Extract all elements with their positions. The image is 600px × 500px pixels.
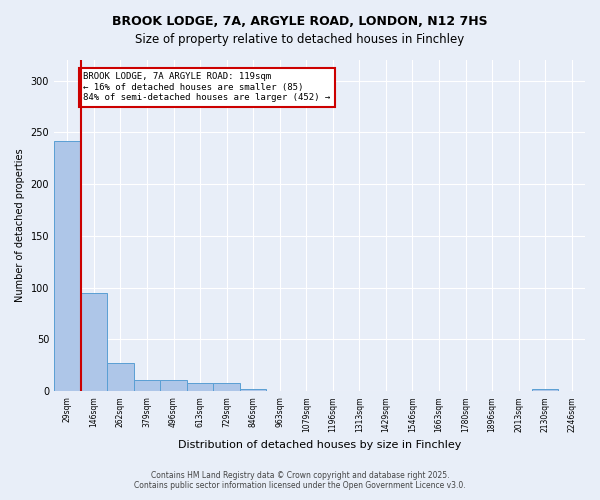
Text: Size of property relative to detached houses in Finchley: Size of property relative to detached ho… [136,32,464,46]
Text: BROOK LODGE, 7A, ARGYLE ROAD, LONDON, N12 7HS: BROOK LODGE, 7A, ARGYLE ROAD, LONDON, N1… [112,15,488,28]
Bar [240,389,266,391]
Text: Contains HM Land Registry data © Crown copyright and database right 2025.
Contai: Contains HM Land Registry data © Crown c… [134,470,466,490]
Text: BROOK LODGE, 7A ARGYLE ROAD: 119sqm
← 16% of detached houses are smaller (85)
84: BROOK LODGE, 7A ARGYLE ROAD: 119sqm ← 16… [83,72,331,102]
Bar [80,293,107,391]
X-axis label: Distribution of detached houses by size in Finchley: Distribution of detached houses by size … [178,440,461,450]
Bar [54,140,80,391]
Bar [134,380,160,391]
Bar [160,380,187,391]
Bar [214,383,240,391]
Bar [187,383,214,391]
Y-axis label: Number of detached properties: Number of detached properties [15,149,25,302]
Bar [107,363,134,391]
Bar [532,389,559,391]
